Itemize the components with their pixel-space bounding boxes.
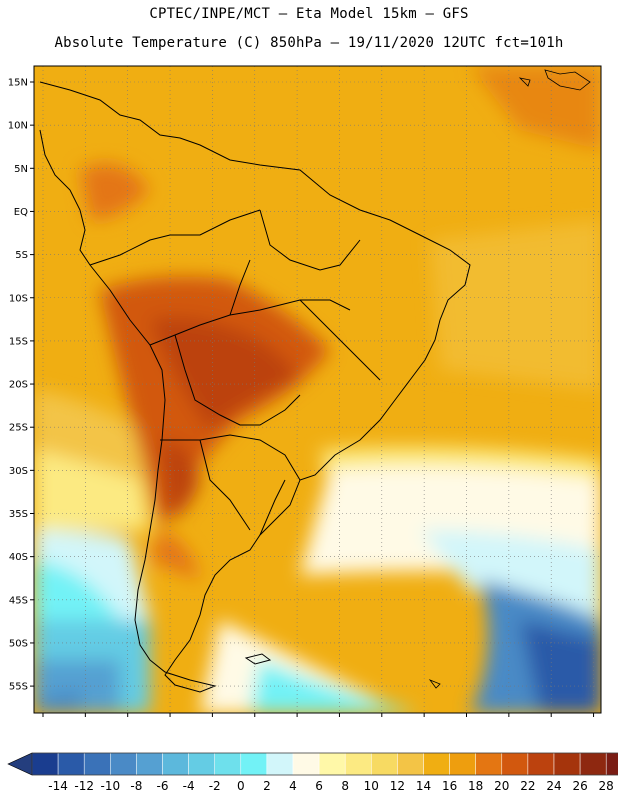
- colorbar-label: 12: [390, 779, 405, 793]
- colorbar-swatch: [605, 752, 618, 776]
- temperature-field: [34, 66, 601, 713]
- colorbar-label: 10: [364, 779, 379, 793]
- colorbar-swatch: [110, 752, 137, 776]
- colorbar-label: 0: [237, 779, 245, 793]
- colorbar-label: -12: [74, 779, 94, 793]
- lat-tick-label: 55S: [9, 682, 28, 693]
- latitude-axis: 15N 10N 5N EQ 5S 10S 15S 20S 25S 30S 35S 40S 45S 50S 5…: [8, 78, 34, 693]
- colorbar-swatch: [475, 752, 503, 776]
- colorbar-label: -8: [130, 779, 142, 793]
- colorbar-swatch: [423, 752, 450, 776]
- temperature-map: 15N 10N 5N EQ 5S 10S 15S 20S 25S 30S 35S 40S 45S 50S 5…: [8, 65, 605, 720]
- lon-tick-label: 85W: [32, 719, 55, 720]
- lat-tick-label: 5S: [15, 250, 28, 261]
- colorbar-label: 2: [263, 779, 271, 793]
- colorbar-label: 20: [494, 779, 509, 793]
- lat-tick-label: 20S: [9, 380, 28, 391]
- graticule: [34, 66, 601, 713]
- colorbar-swatch: [57, 752, 85, 776]
- lat-tick-label: 25S: [9, 423, 28, 434]
- map-title-line-1: CPTEC/INPE/MCT – Eta Model 15km – GFS: [149, 6, 469, 22]
- colorbar-swatch: [579, 752, 607, 776]
- lon-tick-label: 25W: [540, 719, 563, 720]
- colorbar-swatch: [318, 752, 346, 776]
- colorbar-swatch: [240, 752, 268, 776]
- colorbar-swatch: [553, 752, 581, 776]
- colorbar-swatch: [397, 752, 424, 776]
- colorbar-label: 22: [520, 779, 535, 793]
- colorbar-swatch: [31, 752, 59, 776]
- lon-tick-label: 45W: [370, 719, 393, 720]
- lat-tick-label: 5N: [14, 164, 28, 175]
- colorbar-label: 8: [341, 779, 349, 793]
- colorbar-swatch: [371, 752, 398, 776]
- lat-tick-label: 15N: [8, 78, 28, 89]
- lat-tick-label: 30S: [9, 466, 28, 477]
- lat-tick-label: 40S: [9, 552, 28, 563]
- map-title-line-2: Absolute Temperature (C) 850hPa – 19/11/…: [54, 35, 564, 51]
- colorbar-label: -14: [48, 779, 68, 793]
- lon-tick-label: 55W: [286, 719, 309, 720]
- colorbar-label: 4: [289, 779, 297, 793]
- colorbar-label: 16: [442, 779, 457, 793]
- lon-tick-label: 60W: [243, 719, 266, 720]
- lon-tick-label: 40W: [413, 719, 436, 720]
- colorbar-label: -4: [183, 779, 195, 793]
- colorbar-label: 28: [599, 779, 614, 793]
- colorbar-label: 26: [572, 779, 587, 793]
- colorbar-swatch: [344, 752, 372, 776]
- colorbar-swatch: [292, 752, 320, 776]
- colorbar-swatch: [83, 752, 111, 776]
- islands: [428, 69, 591, 689]
- lon-tick-label: 30W: [498, 719, 521, 720]
- lon-tick-label: 50W: [328, 719, 351, 720]
- colorbar-label: 14: [416, 779, 431, 793]
- colorbar-swatch: [449, 752, 476, 776]
- lat-tick-label: EQ: [14, 207, 28, 218]
- lon-tick-label: 70W: [159, 719, 182, 720]
- colorbar-swatch: [527, 752, 555, 776]
- coastline: [39, 81, 471, 693]
- colorbar-swatch: [266, 752, 294, 776]
- lat-tick-label: 10S: [9, 293, 28, 304]
- lat-tick-label: 35S: [9, 509, 28, 520]
- lat-tick-label: 50S: [9, 638, 28, 649]
- longitude-axis: 85W 80W 75W 70W 65W 60W 55W 50W 45W 40W 35W 30W 25W 2…: [32, 713, 605, 720]
- colorbar-label: 18: [468, 779, 483, 793]
- lat-tick-label: 45S: [9, 595, 28, 606]
- lon-tick-label: 20W: [582, 719, 605, 720]
- temperature-colorbar: -14 -12 -10 -8 -6 -4 -2 0 2 4 6 8 10 12 14 16 18 20 22 24 26…: [7, 752, 618, 793]
- colorbar-label: 24: [546, 779, 561, 793]
- colorbar-border: [31, 752, 618, 776]
- lon-tick-label: 35W: [455, 719, 478, 720]
- lat-tick-label: 10N: [8, 121, 28, 132]
- colorbar-label: -10: [100, 779, 120, 793]
- colorbar-label: -2: [209, 779, 221, 793]
- colorbar-swatch: [214, 752, 242, 776]
- colorbar-underflow-arrow: [7, 752, 33, 776]
- colorbar-swatch: [162, 752, 189, 776]
- lon-tick-label: 65W: [201, 719, 224, 720]
- colorbar-swatch: [188, 752, 215, 776]
- lon-tick-label: 80W: [74, 719, 97, 720]
- colorbar-swatch: [501, 752, 529, 776]
- map-frame: [33, 65, 602, 714]
- lon-tick-label: 75W: [116, 719, 139, 720]
- colorbar-swatch: [136, 752, 163, 776]
- lat-tick-label: 15S: [9, 336, 28, 347]
- colorbar-label: 6: [315, 779, 323, 793]
- colorbar-label: -6: [157, 779, 169, 793]
